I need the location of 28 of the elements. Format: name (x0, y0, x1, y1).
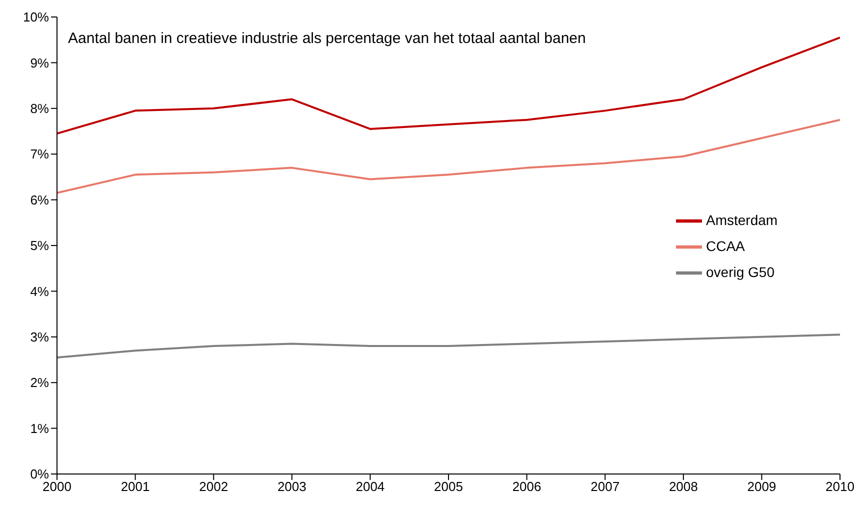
x-tick-label: 2010 (826, 479, 854, 494)
y-tick-label: 1% (30, 420, 50, 436)
y-tick-label: 7% (30, 146, 50, 162)
x-tick-label: 2001 (120, 479, 150, 494)
y-tick-label: 3% (30, 330, 50, 345)
text: Aantal banen in creatieve industrie als percentage van het totaal aantal banen (68, 30, 586, 47)
y-tick-label: 0% (30, 466, 50, 482)
y-tick-label: 6% (30, 192, 50, 208)
x-tick-label: 2006 (512, 479, 542, 494)
y-tick-label: 4% (30, 284, 50, 299)
x-tick-label: 2005 (434, 479, 463, 494)
legend-label: CCAA (706, 238, 745, 254)
line-series (57, 118, 840, 194)
line-series (57, 334, 840, 358)
x-tick-label: 2002 (199, 479, 228, 494)
y-tick-label: 5% (30, 238, 50, 254)
x-tick-label: 2004 (356, 479, 385, 494)
y-tick-label: 2% (30, 375, 50, 390)
x-tick-label: 2007 (590, 479, 620, 494)
legend-label: Amsterdam (706, 212, 778, 228)
x-tick-label: 2000 (42, 479, 72, 494)
y-tick-label: 10% (22, 10, 50, 25)
y-tick-label: 8% (30, 101, 50, 116)
y-tick-label: 9% (30, 55, 50, 70)
x-tick-label: 2008 (668, 479, 698, 494)
legend-label: overig G50 (706, 264, 774, 280)
x-tick-label: 2009 (747, 479, 776, 494)
x-tick-label: 2003 (277, 479, 306, 494)
